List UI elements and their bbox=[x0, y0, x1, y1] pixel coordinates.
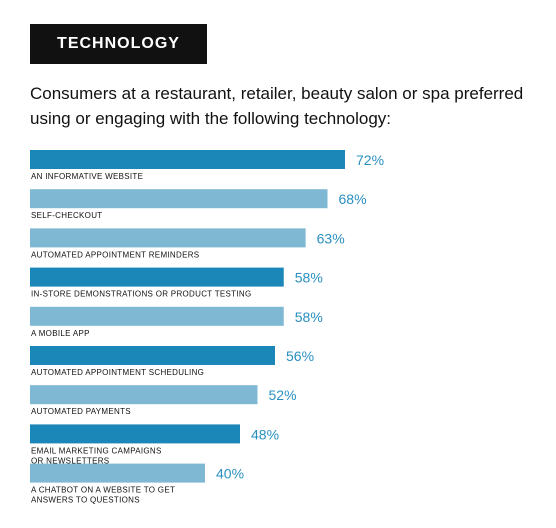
bar-6 bbox=[30, 346, 275, 365]
section-badge-label: TECHNOLOGY bbox=[57, 35, 180, 52]
bar-5 bbox=[30, 306, 284, 326]
category-label-4: IN-STORE DEMONSTRATIONS OR PRODUCT TESTI… bbox=[31, 290, 251, 299]
value-label-3: 63% bbox=[317, 230, 345, 246]
bar-7 bbox=[30, 385, 258, 405]
category-label-6: AUTOMATED APPOINTMENT SCHEDULING bbox=[31, 368, 204, 377]
category-label-3: AUTOMATED APPOINTMENT REMINDERS bbox=[31, 250, 199, 259]
category-label-8-line-1: EMAIL MARKETING CAMPAIGNS bbox=[31, 446, 162, 455]
value-label-9: 40% bbox=[216, 466, 244, 482]
bar-1 bbox=[30, 150, 345, 169]
category-label-9-line-1: A CHATBOT ON A WEBSITE TO GET bbox=[31, 486, 175, 495]
category-label-2: SELF-CHECKOUT bbox=[31, 211, 102, 220]
value-label-7: 52% bbox=[269, 387, 297, 403]
value-label-5: 58% bbox=[295, 309, 323, 325]
category-label-7: AUTOMATED PAYMENTS bbox=[31, 407, 131, 416]
category-label-1: AN INFORMATIVE WEBSITE bbox=[31, 172, 143, 181]
value-label-6: 56% bbox=[286, 348, 314, 364]
value-label-2: 68% bbox=[339, 191, 367, 207]
category-label-8-line-2: OR NEWSLETTERS bbox=[31, 456, 109, 465]
bar-3 bbox=[30, 228, 306, 248]
chart-subtitle: Consumers at a restaurant, retailer, bea… bbox=[30, 84, 524, 128]
section-badge: TECHNOLOGY bbox=[30, 24, 207, 64]
bar-8 bbox=[30, 424, 240, 444]
bar-9 bbox=[30, 463, 205, 483]
value-label-4: 58% bbox=[295, 270, 323, 286]
value-label-1: 72% bbox=[356, 152, 384, 168]
bar-2 bbox=[30, 189, 328, 209]
value-label-8: 48% bbox=[251, 426, 279, 442]
category-label-5: A MOBILE APP bbox=[31, 329, 90, 338]
category-label-9-line-2: ANSWERS TO QUESTIONS bbox=[31, 496, 140, 505]
bar-4 bbox=[30, 267, 284, 287]
